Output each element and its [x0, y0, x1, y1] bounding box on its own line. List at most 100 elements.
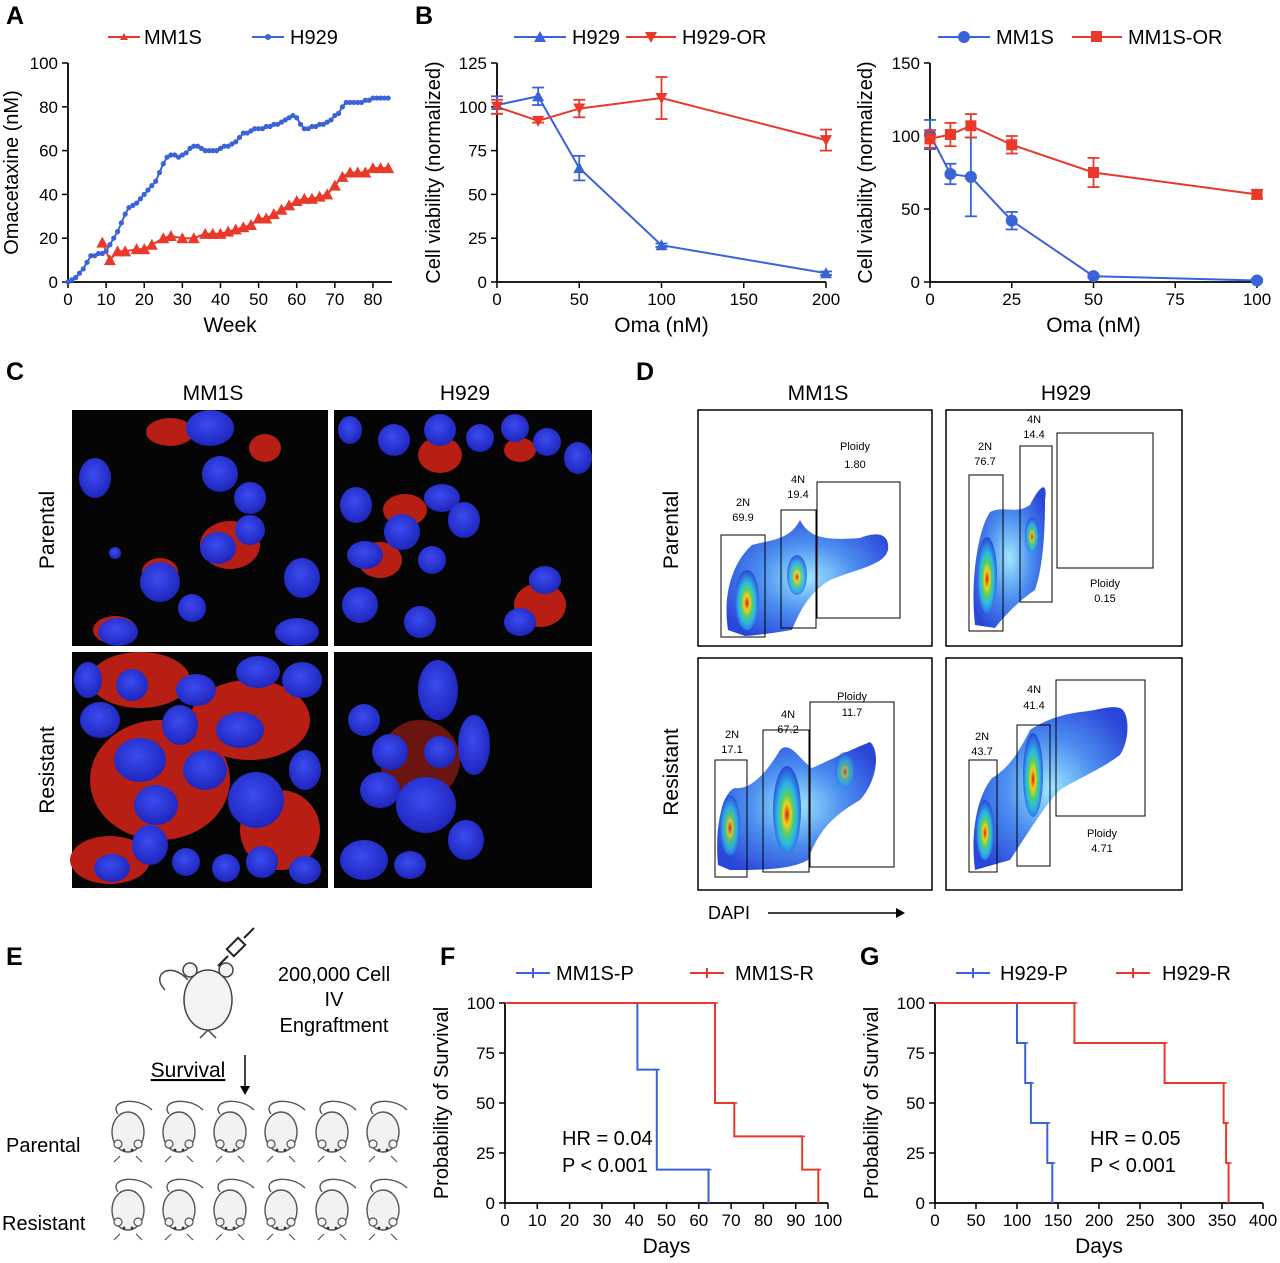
- legend-label: H929-R: [1162, 963, 1231, 985]
- inject-text-line2: IV: [325, 989, 345, 1011]
- data-point: [347, 99, 353, 106]
- data-point: [137, 196, 144, 202]
- mouse-eye: [224, 1148, 228, 1152]
- data-point: [655, 239, 668, 251]
- survival-label: Survival: [151, 1059, 226, 1082]
- x-tick-label: 200: [1085, 1211, 1113, 1230]
- mouse-ear: [368, 1139, 378, 1149]
- data-point: [175, 154, 182, 160]
- row-title-resistant: Resistant: [36, 726, 59, 814]
- mouse-ear: [286, 1217, 296, 1227]
- injection-mouse-icon: [159, 962, 234, 1039]
- mouse-eye: [334, 1148, 338, 1152]
- gate-value: 19.4: [787, 489, 808, 501]
- resistant-mouse-icon: [111, 1178, 153, 1241]
- x-tick-label: 0: [925, 290, 934, 309]
- data-point: [69, 277, 75, 283]
- data-point: [362, 97, 368, 103]
- x-tick-label: 0: [930, 1211, 939, 1230]
- data-point: [126, 204, 132, 211]
- legend-a: MM1S H929: [108, 27, 338, 49]
- mouse-ear: [337, 1139, 347, 1149]
- data-point: [252, 126, 258, 132]
- data-point: [313, 123, 319, 130]
- mouse-eye: [224, 1226, 228, 1230]
- data-point: [96, 236, 109, 248]
- data-point: [924, 133, 936, 145]
- series-line: [935, 1002, 1230, 1203]
- y-tick-label: 100: [459, 98, 487, 117]
- data-point: [370, 95, 376, 101]
- x-tick-label: 50: [570, 290, 589, 309]
- legend-label: H929-OR: [682, 27, 766, 49]
- mouse-whiskers: [164, 1233, 194, 1241]
- panel-c: MM1S H929 Parental Resistant: [36, 382, 592, 888]
- mouse-whiskers: [215, 1155, 245, 1163]
- data-point: [532, 115, 545, 127]
- data-point: [202, 148, 208, 154]
- mouse-ear: [133, 1217, 143, 1227]
- mouse-ear: [113, 1139, 123, 1149]
- series-line: [505, 1002, 820, 1203]
- gate-label: Ploidy: [1090, 578, 1120, 590]
- x-tick-label: 60: [287, 290, 306, 309]
- x-axis-label: Oma (nM): [614, 314, 709, 337]
- legend-label: MM1S: [144, 27, 202, 49]
- mouse-eye: [181, 1226, 185, 1230]
- data-point: [275, 203, 288, 215]
- data-point: [344, 166, 357, 178]
- legend-label: H929: [572, 27, 620, 49]
- data-point: [1251, 188, 1263, 200]
- mouse-tail: [166, 1100, 204, 1115]
- y-tick-label: 50: [476, 1094, 495, 1113]
- x-tick-label: 50: [1084, 290, 1103, 309]
- flow-plot-h929-parental: 2N 76.7 4N 14.4 Ploidy 0.15: [945, 409, 1183, 647]
- legend-label: MM1S: [996, 27, 1054, 49]
- data-point: [225, 143, 231, 149]
- y-tick-label: 0: [478, 273, 487, 292]
- data-point: [149, 183, 155, 189]
- data-point: [336, 170, 349, 182]
- mouse-tail: [166, 1178, 204, 1193]
- data-point: [153, 178, 159, 184]
- y-tick-label: 50: [901, 200, 920, 219]
- gate-label: 2N: [975, 731, 989, 743]
- data-point: [164, 230, 177, 242]
- col-title-mm1s: MM1S: [183, 382, 244, 405]
- mouse-ear: [337, 1217, 347, 1227]
- gate-value: 41.4: [1023, 700, 1044, 712]
- legend-marker: [120, 33, 128, 40]
- row-title-parental: Parental: [36, 491, 59, 569]
- y-tick-label: 75: [476, 1044, 495, 1063]
- data-point: [964, 170, 977, 183]
- chart-f: 0 10 20 30 40 50 60 70 80 90 100 0 25 50 75 100 Days Prob…: [431, 994, 842, 1258]
- data-point: [176, 232, 189, 244]
- resistant-mouse-icon: [315, 1178, 357, 1241]
- data-point: [374, 95, 380, 101]
- parental-mouse-icon: [162, 1100, 204, 1163]
- x-axis-label: Days: [1075, 1235, 1123, 1258]
- gate-label: 4N: [1027, 414, 1041, 426]
- x-tick-label: 0: [500, 1211, 509, 1230]
- dapi-axis-label: DAPI: [708, 903, 750, 923]
- x-tick-label: 20: [560, 1211, 579, 1230]
- data-point: [183, 150, 189, 156]
- x-tick-label: 50: [967, 1211, 986, 1230]
- x-tick-label: 50: [249, 290, 268, 309]
- gate-label: 4N: [781, 709, 795, 721]
- mouse-eye: [275, 1148, 279, 1152]
- data-point: [141, 191, 147, 197]
- x-tick-label: 80: [363, 290, 382, 309]
- gate-value: 11.7: [842, 707, 863, 719]
- legend-label: MM1S-R: [735, 963, 814, 985]
- data-point: [76, 270, 83, 276]
- gate-value: 67.2: [777, 724, 798, 736]
- micrograph-mm1s-resistant: [70, 652, 328, 888]
- panel-letter-G: G: [860, 943, 879, 971]
- data-point: [298, 192, 311, 204]
- mouse-eye: [173, 1148, 177, 1152]
- data-point: [316, 121, 323, 127]
- data-point: [114, 229, 121, 235]
- gate-value: 14.4: [1023, 429, 1044, 441]
- x-tick-label: 75: [1166, 290, 1185, 309]
